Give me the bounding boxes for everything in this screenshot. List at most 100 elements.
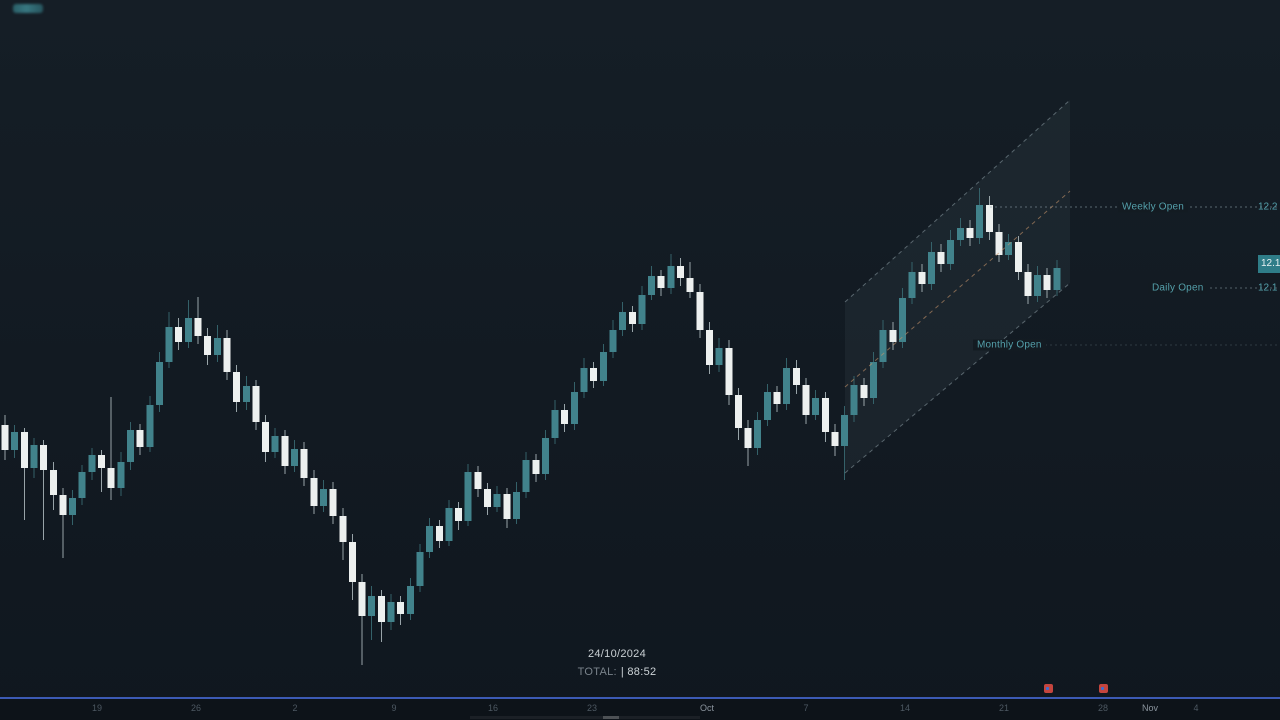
candle[interactable] bbox=[98, 450, 105, 492]
candle[interactable] bbox=[30, 438, 38, 478]
candle[interactable] bbox=[358, 574, 366, 665]
candle[interactable] bbox=[204, 328, 212, 365]
candle[interactable] bbox=[1005, 234, 1013, 260]
candle[interactable] bbox=[300, 442, 308, 486]
candle[interactable] bbox=[503, 488, 511, 528]
candle[interactable] bbox=[802, 378, 810, 424]
candle[interactable] bbox=[40, 440, 48, 540]
candle[interactable] bbox=[551, 400, 559, 444]
candle[interactable] bbox=[580, 358, 588, 398]
candle[interactable] bbox=[49, 462, 57, 510]
candle[interactable] bbox=[677, 258, 684, 286]
candle[interactable] bbox=[464, 464, 472, 526]
candle[interactable] bbox=[78, 465, 86, 505]
candle[interactable] bbox=[262, 415, 270, 462]
candle[interactable] bbox=[455, 502, 463, 530]
candle[interactable] bbox=[744, 420, 752, 466]
event-marker-icon[interactable] bbox=[1099, 684, 1108, 693]
candle[interactable] bbox=[377, 590, 385, 642]
candle[interactable] bbox=[1053, 260, 1061, 296]
candle[interactable] bbox=[773, 386, 781, 412]
time-axis[interactable]: 19 26 2 9 16 23 Oct 7 14 21 28 Nov 4 bbox=[0, 697, 1280, 720]
candle[interactable] bbox=[841, 406, 849, 480]
candle[interactable] bbox=[416, 544, 424, 592]
channel-top-line[interactable] bbox=[844, 99, 1071, 303]
candle[interactable] bbox=[194, 297, 202, 344]
candle[interactable] bbox=[493, 486, 501, 512]
candle[interactable] bbox=[927, 242, 935, 290]
candle[interactable] bbox=[956, 218, 964, 246]
candle[interactable] bbox=[368, 586, 376, 640]
candle[interactable] bbox=[1, 415, 9, 460]
candle[interactable] bbox=[696, 284, 704, 338]
candle[interactable] bbox=[628, 306, 636, 332]
candle[interactable] bbox=[136, 424, 144, 455]
candle[interactable] bbox=[667, 254, 675, 294]
candle[interactable] bbox=[976, 188, 984, 244]
candle[interactable] bbox=[937, 244, 945, 272]
candle[interactable] bbox=[985, 196, 993, 240]
candle[interactable] bbox=[271, 428, 279, 458]
candle[interactable] bbox=[20, 428, 28, 520]
candle[interactable] bbox=[599, 344, 607, 386]
candle[interactable] bbox=[792, 360, 800, 394]
candle[interactable] bbox=[1024, 264, 1032, 304]
candle[interactable] bbox=[165, 312, 173, 368]
candle[interactable] bbox=[233, 365, 241, 412]
candle[interactable] bbox=[223, 330, 231, 380]
candle[interactable] bbox=[947, 230, 955, 270]
candle[interactable] bbox=[426, 518, 434, 558]
candle[interactable] bbox=[445, 500, 453, 546]
parallel-channel-fill[interactable] bbox=[845, 100, 1070, 473]
candle[interactable] bbox=[11, 425, 19, 458]
candle[interactable] bbox=[619, 302, 627, 336]
candle[interactable] bbox=[175, 318, 183, 350]
candle[interactable] bbox=[561, 404, 569, 432]
candle[interactable] bbox=[850, 376, 858, 422]
candle[interactable] bbox=[725, 340, 733, 405]
candle[interactable] bbox=[117, 452, 125, 496]
channel-middle-line[interactable] bbox=[844, 190, 1071, 388]
candle[interactable] bbox=[291, 440, 298, 472]
candle[interactable] bbox=[995, 224, 1003, 262]
candle[interactable] bbox=[1014, 236, 1022, 280]
candle[interactable] bbox=[763, 384, 771, 426]
candle[interactable] bbox=[648, 266, 656, 300]
candle[interactable] bbox=[532, 454, 540, 482]
candle[interactable] bbox=[899, 288, 906, 348]
candle[interactable] bbox=[638, 286, 646, 330]
candle[interactable] bbox=[908, 262, 916, 304]
candle[interactable] bbox=[146, 396, 154, 452]
candle[interactable] bbox=[657, 270, 665, 296]
candle[interactable] bbox=[348, 534, 356, 600]
candle[interactable] bbox=[570, 382, 578, 430]
candle[interactable] bbox=[812, 390, 820, 420]
candle[interactable] bbox=[831, 424, 839, 456]
candle[interactable] bbox=[88, 448, 96, 480]
scroll-handle[interactable] bbox=[603, 716, 619, 719]
candle[interactable] bbox=[319, 480, 327, 512]
candle[interactable] bbox=[155, 352, 163, 412]
candle[interactable] bbox=[966, 220, 974, 246]
candle[interactable] bbox=[734, 388, 742, 440]
event-marker-icon[interactable] bbox=[1044, 684, 1053, 693]
candle[interactable] bbox=[59, 488, 67, 558]
chart-canvas[interactable] bbox=[0, 0, 1280, 697]
candle[interactable] bbox=[484, 483, 491, 515]
candle[interactable] bbox=[339, 508, 347, 560]
candle[interactable] bbox=[860, 378, 868, 406]
candle[interactable] bbox=[406, 578, 414, 620]
candle[interactable] bbox=[918, 264, 926, 292]
candle[interactable] bbox=[609, 320, 617, 358]
candle[interactable] bbox=[184, 300, 192, 348]
candle[interactable] bbox=[474, 466, 482, 497]
candle[interactable] bbox=[870, 352, 877, 404]
candle[interactable] bbox=[397, 596, 405, 625]
candle[interactable] bbox=[686, 262, 694, 298]
candle[interactable] bbox=[541, 430, 549, 480]
candle[interactable] bbox=[435, 520, 443, 548]
candle[interactable] bbox=[513, 482, 520, 524]
candle[interactable] bbox=[889, 322, 897, 350]
candle[interactable] bbox=[715, 338, 723, 372]
candle[interactable] bbox=[706, 322, 713, 374]
